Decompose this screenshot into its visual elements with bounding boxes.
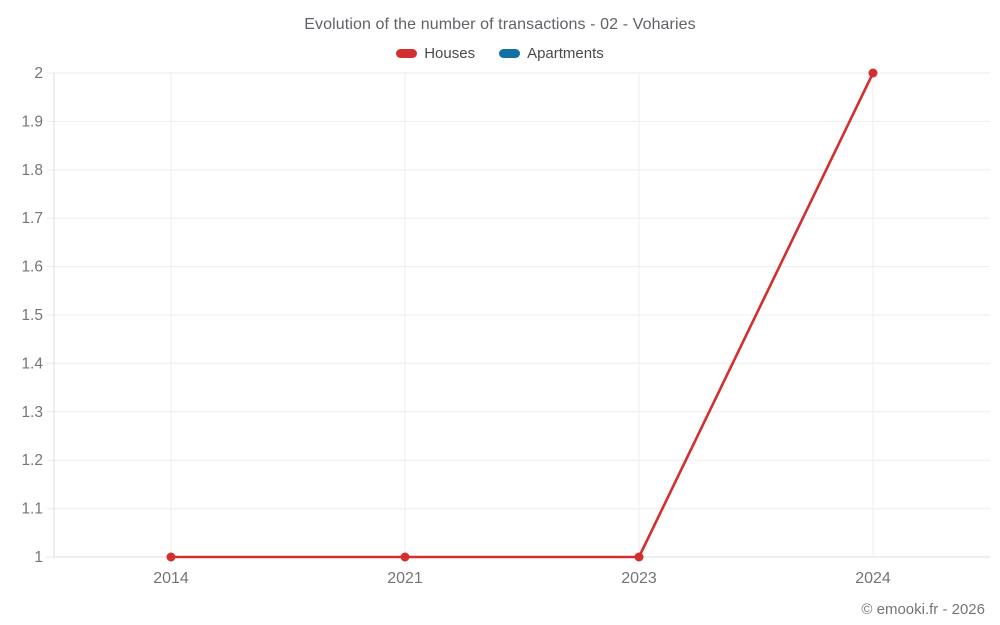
houses-data-point	[868, 68, 878, 78]
legend-item-apartments[interactable]: Apartments	[499, 45, 604, 62]
houses-data-point	[400, 552, 410, 562]
watermark: © emooki.fr - 2026	[861, 601, 985, 618]
x-axis-tick-label: 2014	[153, 570, 189, 587]
y-axis-tick-label: 1.7	[21, 210, 43, 227]
y-axis-tick-label: 1.4	[21, 355, 43, 372]
y-axis-tick-label: 2	[34, 65, 43, 82]
y-axis-tick-label: 1.3	[21, 404, 43, 421]
houses-data-point	[634, 552, 644, 562]
legend-label-houses: Houses	[424, 45, 476, 62]
legend-item-houses[interactable]: Houses	[396, 45, 475, 62]
houses-series-swatch	[396, 49, 418, 58]
houses-line	[169, 71, 875, 559]
x-axis-tick-label: 2023	[621, 570, 657, 587]
y-axis-tick-label: 1.6	[21, 259, 43, 276]
y-axis-tick-label: 1.2	[21, 452, 43, 469]
chart-title: Evolution of the number of transactions …	[304, 16, 696, 33]
y-axis-tick-label: 1.5	[21, 307, 43, 324]
y-axis-tick-label: 1.1	[21, 501, 43, 518]
x-axis-tick-label: 2024	[855, 570, 891, 587]
houses-data-point	[166, 552, 176, 562]
x-axis-tick-label: 2021	[387, 570, 423, 587]
apartments-series-swatch	[499, 49, 521, 58]
legend-label-apartments: Apartments	[527, 45, 604, 62]
y-axis-tick-label: 1	[34, 549, 43, 566]
y-axis-tick-label: 1.9	[21, 113, 43, 130]
chart-legend: Houses Apartments	[0, 45, 1000, 62]
y-axis-tick-label: 1.8	[21, 162, 43, 179]
